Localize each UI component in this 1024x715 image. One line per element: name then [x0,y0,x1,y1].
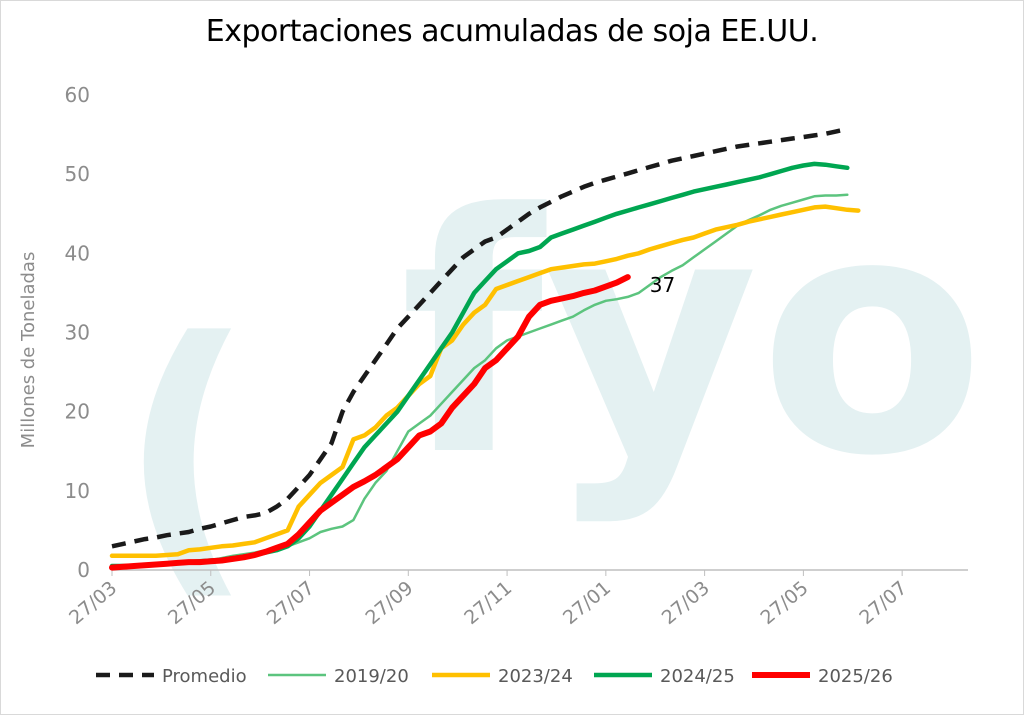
y-tick-label: 30 [65,321,90,345]
x-tick-label: 27/07 [263,577,319,629]
watermark: ( fyo [118,144,985,627]
y-axis-ticks: 0 10 20 30 40 50 60 [65,83,90,582]
x-tick-label: 27/09 [361,577,417,629]
x-tick-label: 27/01 [559,577,615,629]
y-tick-label: 60 [65,83,90,107]
legend-label: 2025/26 [818,666,893,687]
legend-label: 2023/24 [498,666,573,687]
legend-label: 2019/20 [334,666,409,687]
legend: Promedio 2019/20 2023/24 2024/25 2025/26 [96,666,893,687]
watermark-text: fyo [400,144,985,528]
x-tick-label: 27/03 [65,577,121,629]
x-tick-label: 27/07 [855,577,911,629]
end-value-label: 37 [650,273,675,297]
x-tick-label: 27/03 [658,577,714,629]
y-tick-label: 50 [65,162,90,186]
y-tick-label: 40 [65,241,90,265]
legend-label: 2024/25 [660,666,735,687]
series-line-2019-20 [110,193,849,568]
y-tick-label: 0 [77,558,90,582]
watermark-o-fragment: ( [118,278,255,627]
y-tick-label: 20 [65,400,90,424]
x-tick-label: 27/05 [757,577,813,629]
x-tick-label: 27/11 [460,577,516,629]
series-group [109,126,861,571]
series-line-2023-24 [109,204,861,559]
series-line-2025-26 [109,274,631,571]
y-axis-label: Millones de Toneladas [18,252,39,449]
legend-label: Promedio [162,666,247,687]
series-line-promedio [111,126,848,549]
y-tick-label: 10 [65,479,90,503]
chart-title: Exportaciones acumuladas de soja EE.UU. [205,14,819,49]
